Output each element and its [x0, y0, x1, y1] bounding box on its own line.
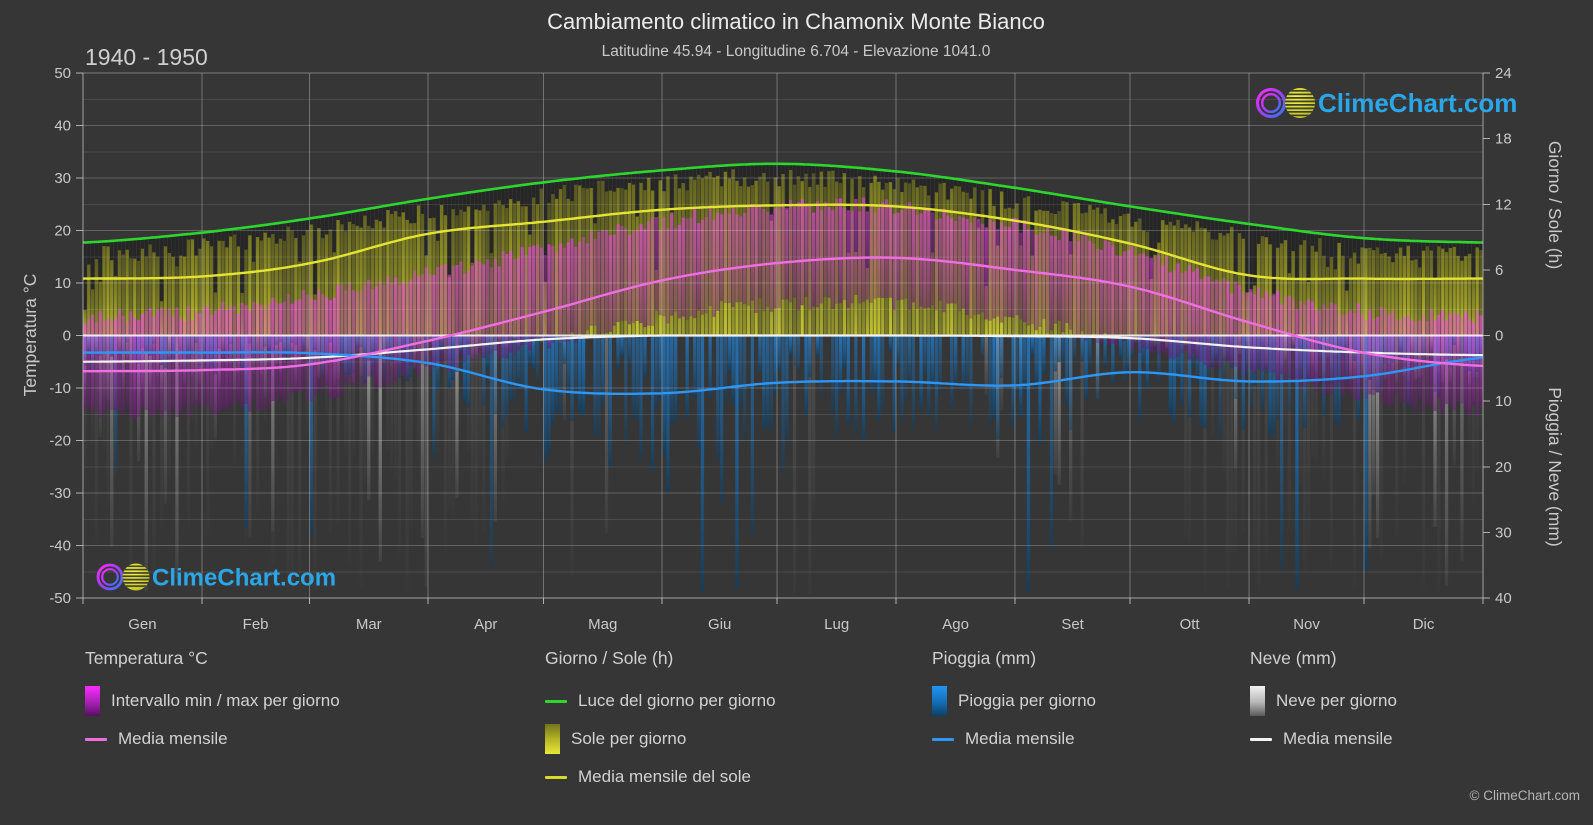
- month-label: Giu: [708, 616, 731, 633]
- legend-item-label: Neve per giorno: [1276, 691, 1397, 710]
- tick-label: 20: [54, 223, 71, 240]
- month-label: Set: [1061, 616, 1084, 633]
- temp-range-swatch-icon: [85, 686, 100, 716]
- legend-item: Media mensile: [85, 720, 340, 758]
- legend-item-label: Media mensile del sole: [578, 767, 751, 786]
- tick-label: 40: [54, 118, 71, 135]
- month-label: Feb: [243, 616, 269, 633]
- legend-section-sun: Giorno / Sole (h) Luce del giorno per gi…: [545, 648, 776, 796]
- tick-label: 20: [1495, 459, 1512, 476]
- sun-mean-line: [83, 203, 1483, 281]
- legend-title: Neve (mm): [1250, 648, 1337, 668]
- legend-item-label: Media mensile: [118, 729, 228, 748]
- watermark-logo-top-right: ClimeChart.com: [1256, 88, 1517, 118]
- right-axis-title-precip: Pioggia / Neve (mm): [1545, 387, 1565, 547]
- month-label: Gen: [128, 616, 156, 633]
- rain-mean-line-icon: [932, 737, 954, 741]
- mean-lines: [82, 162, 1484, 395]
- month-label: Mar: [356, 616, 382, 633]
- tick-label: 30: [54, 170, 71, 187]
- chart-legend: Temperatura °C Intervallo min / max per …: [0, 648, 1593, 825]
- tick-label: 18: [1495, 131, 1512, 148]
- month-label: Mag: [588, 616, 617, 633]
- copyright-label: © ClimeChart.com: [1470, 788, 1580, 803]
- tick-label: 0: [1495, 328, 1503, 345]
- tick-label: -50: [49, 590, 71, 607]
- watermark-text-top-right: ClimeChart.com: [1318, 88, 1517, 118]
- tick-label: 10: [54, 275, 71, 292]
- axis-labels: 50 40 30 20 10 0 -10 -20 -30 -40 -50 24 18 12 6 0 10 20 30…: [49, 65, 1511, 633]
- snow-bar-swatch-icon: [1250, 686, 1265, 716]
- sun-bar-swatch-icon: [545, 724, 560, 754]
- legend-title: Pioggia (mm): [932, 648, 1037, 668]
- daylight-line-icon: [545, 699, 567, 703]
- tick-label: 30: [1495, 524, 1512, 541]
- legend-item-label: Media mensile: [1283, 729, 1393, 748]
- month-label: Nov: [1293, 616, 1320, 633]
- legend-item-label: Sole per giorno: [571, 729, 687, 748]
- legend-item: Luce del giorno per giorno: [545, 682, 776, 720]
- climechart-ring-icon: [1256, 88, 1286, 118]
- right-axis-title-sun: Giorno / Sole (h): [1545, 141, 1565, 269]
- month-label: Lug: [824, 616, 849, 633]
- axes: [76, 72, 1490, 604]
- legend-item: Neve per giorno: [1250, 682, 1397, 720]
- tick-label: 40: [1495, 590, 1512, 607]
- temp-mean-line: [83, 256, 1484, 373]
- legend-title: Giorno / Sole (h): [545, 648, 674, 668]
- tick-label: -10: [49, 380, 71, 397]
- legend-section-rain: Pioggia (mm) Pioggia per giorno Media me…: [932, 648, 1096, 758]
- snow-mean-line: [82, 334, 1484, 363]
- month-label: Ago: [942, 616, 969, 633]
- plot-area: 50 40 30 20 10 0 -10 -20 -30 -40 -50 24 18 12 6 0 10 20 30…: [49, 65, 1511, 633]
- tick-label: 6: [1495, 262, 1503, 279]
- tick-label: -30: [49, 485, 71, 502]
- legend-item-label: Media mensile: [965, 729, 1075, 748]
- month-label: Apr: [474, 616, 497, 633]
- daily-bars: [83, 163, 1483, 595]
- tick-label: -40: [49, 538, 71, 555]
- tick-label: -20: [49, 433, 71, 450]
- watermark-logo-bottom-left: ClimeChart.com: [96, 563, 336, 592]
- period-label: 1940 - 1950: [85, 44, 208, 70]
- legend-section-snow: Neve (mm) Neve per giorno Media mensile: [1250, 648, 1397, 758]
- legend-item: Pioggia per giorno: [932, 682, 1096, 720]
- legend-item-label: Luce del giorno per giorno: [578, 691, 776, 710]
- page-subtitle: Latitudine 45.94 - Longitudine 6.704 - E…: [602, 43, 991, 60]
- sun-mean-line-icon: [545, 775, 567, 779]
- daylight-line: [82, 162, 1483, 244]
- tick-label: 12: [1495, 196, 1512, 213]
- temp-mean-line-icon: [85, 737, 107, 741]
- climechart-sun-icon: [1285, 88, 1315, 118]
- rain-mean-line: [83, 351, 1484, 395]
- gridlines: [83, 72, 1483, 598]
- left-axis-title: Temperatura °C: [20, 274, 40, 397]
- legend-item: Media mensile del sole: [545, 758, 776, 796]
- rain-bar-swatch-icon: [932, 686, 947, 716]
- tick-label: 10: [1495, 393, 1512, 410]
- climechart-ring-icon: [96, 563, 124, 591]
- tick-label: 0: [63, 328, 71, 345]
- legend-item: Media mensile: [1250, 720, 1397, 758]
- legend-item-label: Intervallo min / max per giorno: [111, 691, 340, 710]
- month-label: Dic: [1413, 616, 1435, 633]
- legend-item-label: Pioggia per giorno: [958, 691, 1096, 710]
- legend-item: Sole per giorno: [545, 720, 776, 758]
- snow-mean-line-icon: [1250, 737, 1272, 741]
- legend-title: Temperatura °C: [85, 648, 208, 668]
- month-label: Ott: [1180, 616, 1201, 633]
- tick-label: 50: [54, 65, 71, 82]
- legend-item: Media mensile: [932, 720, 1096, 758]
- page-title: Cambiamento climatico in Chamonix Monte …: [547, 9, 1045, 34]
- climechart-sun-icon: [122, 563, 150, 591]
- legend-item: Intervallo min / max per giorno: [85, 682, 340, 720]
- tick-label: 24: [1495, 65, 1512, 82]
- legend-section-temperature: Temperatura °C Intervallo min / max per …: [85, 648, 340, 758]
- watermark-text-bottom-left: ClimeChart.com: [152, 565, 336, 592]
